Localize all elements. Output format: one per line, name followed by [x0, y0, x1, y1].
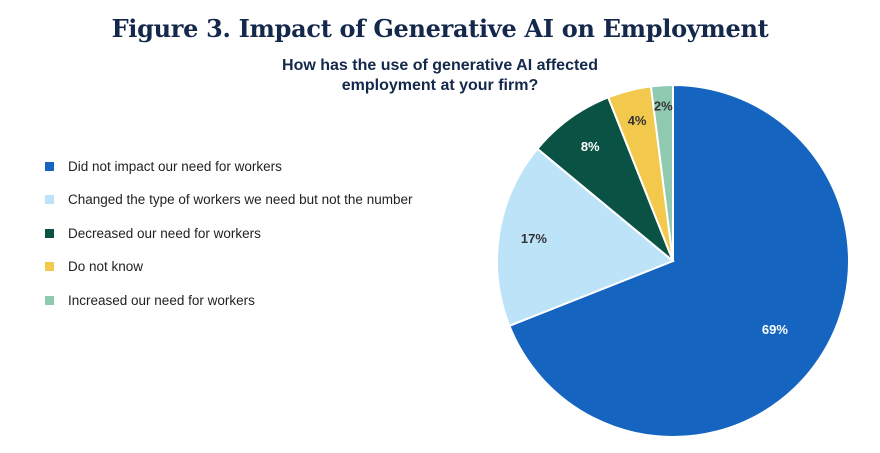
legend-swatch [45, 195, 54, 204]
chart-title: Figure 3. Impact of Generative AI on Emp… [111, 14, 769, 43]
legend-label: Did not impact our need for workers [68, 158, 282, 174]
legend-swatch [45, 228, 54, 238]
legend-item-2: Decreased our need for workers [45, 222, 412, 244]
legend-label: Do not know [68, 259, 144, 274]
legend-item-0: Did not impact our need for workers [45, 155, 412, 177]
chart-subtitle: How has the use of generative AI affecte… [282, 57, 598, 94]
legend-item-4: Increased our need for workers [45, 289, 412, 311]
legend-swatch [45, 262, 54, 271]
pie-slice-4 [649, 83, 674, 262]
pie-label-3: 4% [628, 113, 647, 128]
pie-label-1: 17% [521, 231, 547, 246]
pie-slice-0 [508, 83, 850, 438]
legend-label: Decreased our need for workers [68, 225, 261, 241]
legend: Did not impact our need for workers Chan… [45, 155, 412, 323]
pie-slice-1 [496, 147, 675, 328]
pie-slice-2 [535, 96, 674, 262]
legend-swatch [45, 295, 54, 305]
pie-label-0: 69% [762, 322, 788, 337]
legend-item-1: Changed the type of workers we need but … [45, 189, 412, 211]
pie-label-4: 2% [654, 98, 673, 113]
pie-label-2: 8% [581, 139, 600, 154]
legend-item-3: Do not know [45, 256, 412, 278]
legend-swatch [45, 161, 54, 171]
legend-label: Changed the type of workers we need but … [68, 192, 413, 207]
legend-label: Increased our need for workers [68, 292, 255, 308]
